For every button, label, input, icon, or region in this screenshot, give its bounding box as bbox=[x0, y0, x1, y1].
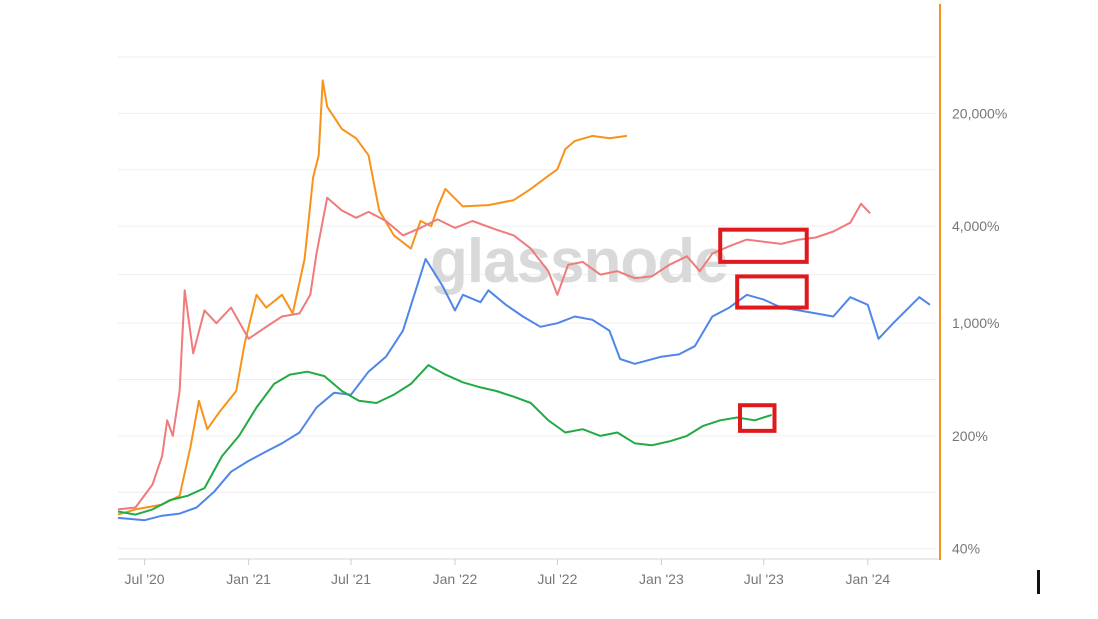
series-line-4 bbox=[117, 364, 773, 516]
series-group bbox=[117, 79, 931, 522]
highlight-box-3 bbox=[738, 403, 777, 433]
x-tick-label: Jul '23 bbox=[744, 571, 784, 587]
series-line-1 bbox=[117, 79, 628, 516]
highlight-box-2 bbox=[735, 274, 809, 310]
x-tick-label: Jan '23 bbox=[639, 571, 684, 587]
y-tick-label: 200% bbox=[952, 428, 988, 444]
y-tick-label: 20,000% bbox=[952, 105, 1007, 121]
x-tick-label: Jul '20 bbox=[125, 571, 165, 587]
x-tick-label: Jul '21 bbox=[331, 571, 371, 587]
x-tick-label: Jan '24 bbox=[845, 571, 890, 587]
y-tick-label: 1,000% bbox=[952, 315, 999, 331]
highlight-box-1 bbox=[718, 227, 809, 264]
series-line-3 bbox=[117, 258, 931, 522]
series-line-2 bbox=[117, 196, 871, 511]
y-tick-labels: 40% 200% 1,000% 4,000% 20,000% bbox=[952, 105, 1007, 556]
y-tick-label: 40% bbox=[952, 541, 980, 557]
x-tick-label: Jan '22 bbox=[433, 571, 478, 587]
y-tick-label: 4,000% bbox=[952, 218, 999, 234]
x-tick-label: Jan '21 bbox=[226, 571, 271, 587]
x-tick-label: Jul '22 bbox=[537, 571, 577, 587]
grid-lines bbox=[118, 56, 936, 550]
highlight-boxes bbox=[718, 227, 809, 433]
watermark-text: glassnode bbox=[430, 227, 728, 296]
text-cursor bbox=[1037, 570, 1040, 594]
x-tick-labels: Jul '20 Jan '21 Jul '21 Jan '22 Jul '22 Jan '… bbox=[125, 559, 890, 587]
